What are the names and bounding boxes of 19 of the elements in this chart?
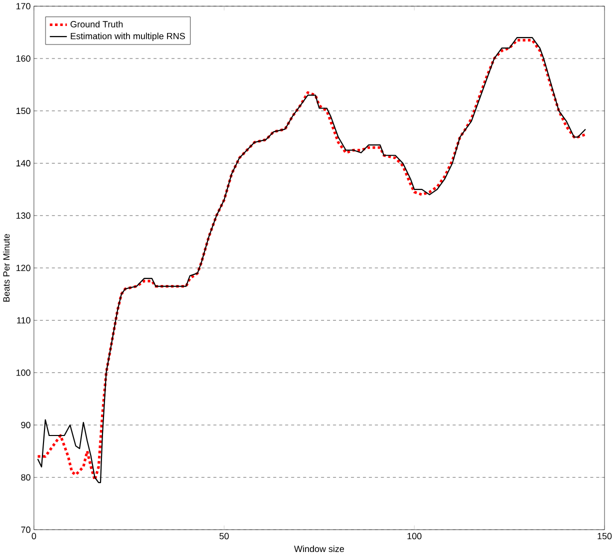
y-tick-label: 70	[21, 526, 30, 533]
y-tick-label: 100	[16, 369, 30, 376]
y-tick-label: 110	[17, 317, 30, 324]
x-axis-title: Window size	[294, 545, 344, 552]
y-tick-label: 120	[16, 264, 30, 272]
y-tick-label: 90	[21, 422, 30, 428]
legend-label: Estimation with multiple RNS	[70, 32, 185, 42]
y-tick-label: 160	[16, 55, 30, 62]
x-tick-label: 100	[408, 532, 422, 540]
legend-label: Ground Truth	[70, 20, 123, 28]
y-tick-label: 170	[16, 2, 30, 10]
y-tick-label: 130	[16, 212, 30, 219]
x-tick-label: 0	[32, 532, 36, 540]
y-tick-label: 150	[16, 108, 30, 114]
y-axis-title: Beats Per Minute	[2, 234, 10, 302]
y-tick-label: 80	[21, 474, 30, 481]
x-tick-label: 50	[219, 532, 229, 540]
y-tick-label: 140	[16, 160, 30, 166]
x-tick-label: 150	[598, 532, 612, 540]
